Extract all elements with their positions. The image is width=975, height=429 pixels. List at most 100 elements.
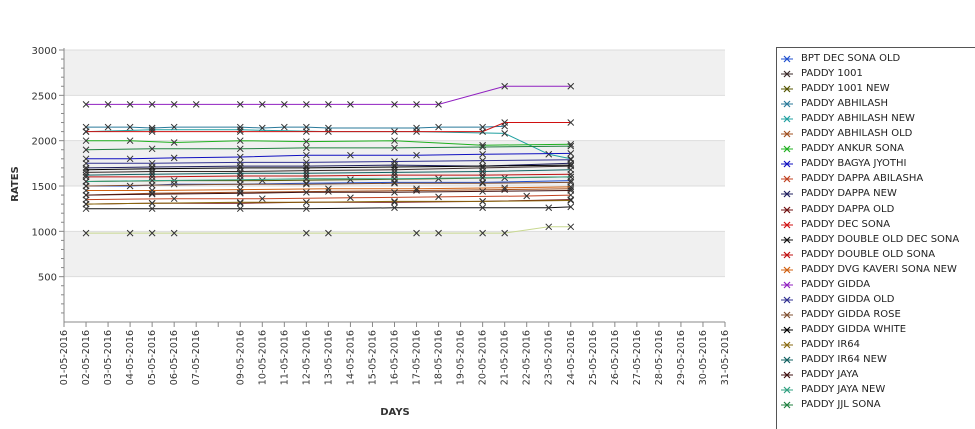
data-point-marker (82, 101, 90, 108)
data-point-marker (567, 197, 575, 204)
data-point-marker (303, 172, 310, 180)
data-point-marker (192, 101, 200, 108)
data-point-marker (258, 101, 266, 108)
legend-label: PADDY DVG KAVERI SONA NEW (801, 263, 957, 275)
x-tick-label: 04-05-2016 (125, 330, 136, 385)
data-point-marker (435, 101, 442, 108)
series-line (82, 137, 575, 149)
data-point-marker (126, 101, 134, 108)
legend-label: PADDY DAPPA OLD (801, 203, 895, 215)
legend-item: PADDY BAGYA JYOTHI (777, 157, 975, 172)
data-point-marker (501, 130, 509, 137)
data-point-marker (479, 128, 486, 135)
y-tick-label: 2500 (32, 91, 57, 102)
legend-item: PADDY DEC SONA (777, 218, 975, 233)
data-point-marker (236, 198, 244, 206)
data-point-marker (567, 179, 575, 186)
x-tick-label: 10-05-2016 (257, 330, 268, 385)
legend-label: PADDY DAPPA ABILASHA (801, 173, 924, 185)
data-point-marker (148, 128, 156, 135)
data-point-marker (148, 145, 156, 153)
data-point-marker (170, 229, 178, 237)
series-line (82, 223, 575, 237)
legend-marker-icon (781, 55, 793, 63)
legend-marker-icon (781, 85, 793, 93)
series-line (82, 156, 575, 167)
legend-label: PADDY GIDDA ROSE (801, 308, 901, 320)
data-point-marker (567, 223, 575, 231)
legend-item: PADDY JAYA (777, 368, 975, 383)
legend-label: PADDY JAYA (801, 369, 859, 381)
series-line (82, 173, 575, 185)
plot-band (64, 276, 725, 322)
data-point-marker (148, 165, 156, 173)
data-point-marker (126, 137, 134, 145)
series-path (86, 140, 571, 146)
series-line (82, 187, 575, 199)
data-point-marker (413, 151, 420, 159)
data-point-marker (501, 82, 509, 90)
data-point-marker (126, 182, 134, 190)
legend-item: PADDY GIDDA ROSE (777, 308, 975, 323)
data-point-marker (82, 171, 90, 179)
legend-label: BPT DEC SONA OLD (801, 53, 901, 64)
data-point-marker (236, 159, 244, 166)
legend-label: PADDY DOUBLE OLD DEC SONA (801, 233, 960, 245)
legend-marker-icon (781, 236, 793, 244)
legend-label: PADDY GIDDA (801, 278, 871, 290)
x-tick-label: 01-05-2016 (59, 330, 70, 385)
data-point-marker (479, 162, 486, 170)
y-tick-label: 3000 (32, 46, 57, 57)
data-point-marker (501, 119, 509, 126)
data-point-marker (148, 190, 156, 198)
x-tick-label: 29-05-2016 (676, 330, 687, 385)
legend-marker-icon (781, 100, 793, 108)
data-point-marker (479, 168, 486, 175)
data-point-marker (303, 101, 310, 108)
x-tick-label: 25-05-2016 (588, 330, 599, 385)
data-point-marker (303, 128, 310, 135)
x-tick-label: 06-05-2016 (169, 330, 180, 385)
data-point-marker (126, 229, 134, 237)
data-point-marker (148, 205, 156, 213)
x-tick-label: 11-05-2016 (279, 330, 290, 385)
data-point-marker (523, 192, 531, 200)
data-point-marker (258, 177, 266, 184)
data-point-marker (303, 151, 310, 159)
data-point-marker (303, 159, 310, 166)
series-lines (82, 82, 575, 237)
legend-marker-icon (781, 281, 793, 289)
legend-item: PADDY DOUBLE OLD DEC SONA (777, 233, 975, 248)
data-point-marker (303, 229, 310, 237)
series-line (82, 166, 575, 179)
legend-item: PADDY ABHILASH OLD (777, 127, 975, 142)
series-path (86, 125, 505, 129)
y-axis-ticks: 500 1000 1500 2000 2500 3000 (32, 46, 725, 314)
legend-item: PADDY JJL SONA (777, 398, 975, 413)
legend-item: PADDY DAPPA ABILASHA (777, 172, 975, 187)
data-point-marker (236, 176, 244, 184)
plot-band (64, 231, 725, 277)
data-point-marker (347, 101, 354, 108)
x-tick-label: 09-05-2016 (235, 330, 246, 385)
data-point-marker (303, 138, 310, 145)
legend-label: PADDY GIDDA WHITE (801, 323, 907, 335)
x-tick-label: 22-05-2016 (522, 330, 533, 385)
data-point-marker (413, 101, 420, 108)
data-point-marker (170, 101, 178, 108)
data-point-marker (303, 169, 310, 177)
data-point-marker (391, 158, 398, 165)
x-tick-label: 05-05-2016 (147, 330, 158, 385)
series-line (82, 197, 575, 208)
legend-item: PADDY DAPPA NEW (777, 187, 975, 202)
x-tick-label: 12-05-2016 (301, 330, 312, 385)
data-point-marker (567, 156, 575, 164)
data-point-marker (479, 174, 486, 182)
legend-label: PADDY DAPPA NEW (801, 188, 897, 200)
x-tick-label: 15-05-2016 (367, 330, 378, 385)
x-tick-label: 21-05-2016 (500, 330, 511, 385)
legend-item: PADDY ABHILASH NEW (777, 112, 975, 127)
series-line (82, 82, 575, 108)
data-point-marker (280, 123, 288, 131)
legend-label: PADDY 1001 NEW (801, 83, 890, 95)
